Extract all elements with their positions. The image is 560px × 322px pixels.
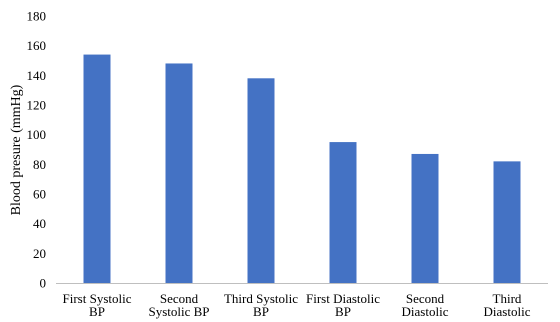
x-tick-label: First Systolic: [63, 291, 132, 306]
y-tick-label: 140: [27, 68, 47, 83]
x-tick-label: Third Systolic: [224, 291, 298, 306]
bar: [329, 142, 357, 283]
bar: [83, 54, 111, 283]
x-tick-label: BP: [253, 304, 269, 319]
x-tick-label: First Diastolic: [306, 291, 380, 306]
x-tick-label: BP: [335, 304, 351, 319]
y-tick-label: 160: [27, 38, 47, 53]
x-tick-label: Systolic BP: [148, 304, 209, 319]
y-axis-ticks: 0 20 40 60 80 100 120 140 160 180: [27, 9, 47, 291]
y-tick-label: 60: [33, 187, 46, 202]
bar: [247, 78, 275, 283]
x-tick-label: Diastolic: [484, 304, 531, 319]
y-tick-label: 120: [27, 98, 47, 113]
x-tick-label: Third: [493, 291, 522, 306]
x-tick-label: Second: [160, 291, 199, 306]
x-tick-label: Diastolic: [402, 304, 449, 319]
x-tick-label: BP: [89, 304, 105, 319]
bar: [411, 153, 439, 283]
y-axis-title: Blood presure (mmHg): [9, 84, 24, 215]
y-tick-label: 0: [40, 276, 47, 291]
y-tick-label: 40: [33, 216, 46, 231]
bar: [493, 161, 521, 283]
x-tick-label: Second: [406, 291, 445, 306]
bars: [83, 54, 521, 283]
y-tick-label: 80: [33, 157, 46, 172]
y-tick-label: 100: [27, 127, 47, 142]
bar: [165, 63, 193, 283]
y-tick-label: 20: [33, 246, 46, 261]
y-tick-label: 180: [27, 9, 47, 24]
